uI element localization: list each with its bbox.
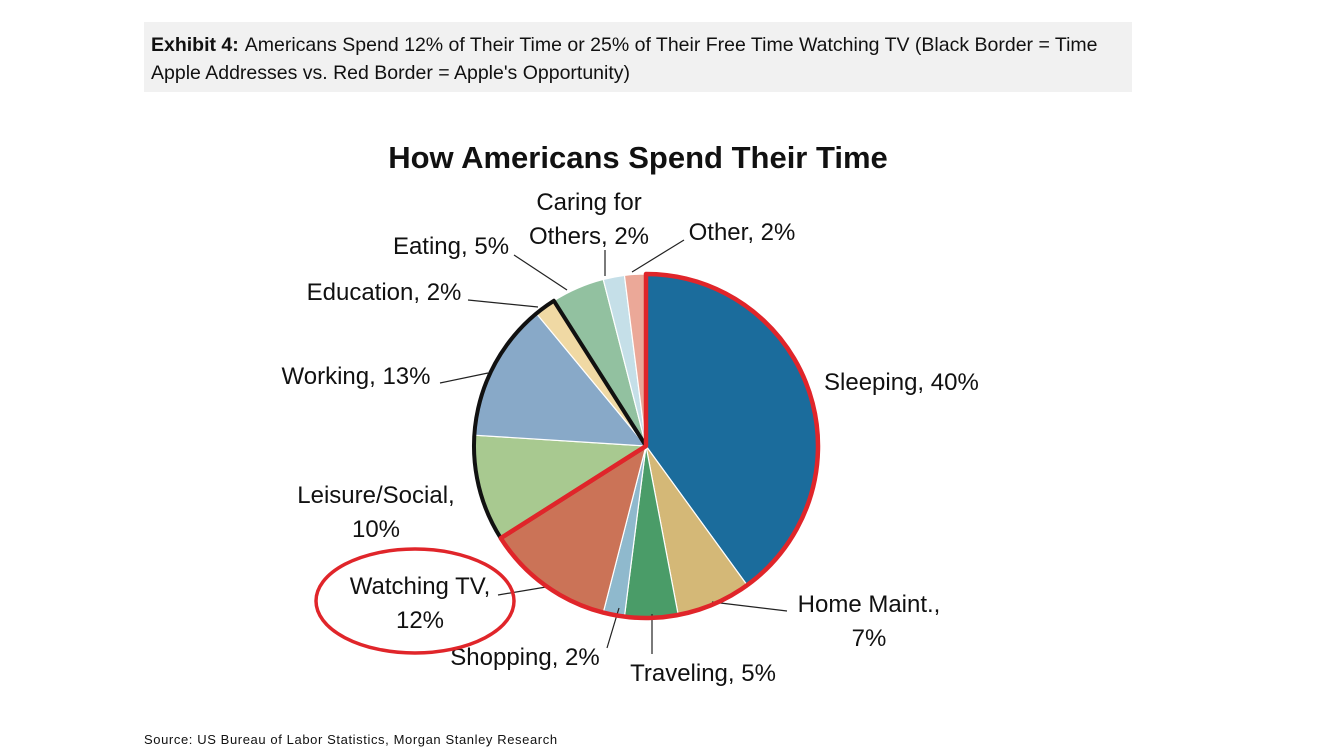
label-line: Shopping, 2% — [450, 644, 599, 671]
label-line: 12% — [396, 607, 444, 634]
leader-line-eating — [513, 254, 568, 291]
slice-labels: Sleeping, 40% Home Maint., 7% Traveling, 5%… — [282, 189, 979, 687]
label-line: Eating, 5% — [393, 233, 509, 260]
label-line: Caring for — [536, 189, 641, 216]
highlight-ellipse — [314, 547, 516, 655]
label-line: Traveling, 5% — [630, 660, 776, 687]
label-leader-lines — [439, 239, 788, 654]
label-shopping: Shopping, 2% — [450, 644, 599, 671]
label-eating: Eating, 5% — [393, 233, 509, 260]
label-watching-tv: Watching TV, 12% — [350, 573, 491, 634]
label-sleeping: Sleeping, 40% — [824, 369, 979, 396]
exhibit-caption-text: Americans Spend 12% of Their Time or 25%… — [151, 34, 1098, 84]
label-leisure-social: Leisure/Social, 10% — [297, 482, 454, 543]
exhibit-label: Exhibit 4: — [151, 34, 239, 56]
label-line: Leisure/Social, — [297, 482, 454, 509]
label-line: Working, 13% — [282, 363, 431, 390]
label-line: Education, 2% — [307, 279, 462, 306]
leader-line-working — [439, 372, 489, 384]
label-line: 7% — [852, 625, 887, 652]
leader-line-education — [467, 299, 539, 308]
chart-title: How Americans Spend Their Time — [388, 140, 888, 175]
label-other: Other, 2% — [689, 219, 796, 246]
red-border-outline — [498, 271, 821, 621]
label-line: Home Maint., — [798, 591, 941, 618]
label-traveling: Traveling, 5% — [630, 660, 776, 687]
leader-line-watching-tv — [497, 586, 547, 596]
label-education: Education, 2% — [307, 279, 462, 306]
source-note: Source: US Bureau of Labor Statistics, M… — [144, 732, 558, 747]
group-borders — [472, 271, 821, 621]
label-working: Working, 13% — [282, 363, 431, 390]
label-home-maint: Home Maint., 7% — [798, 591, 941, 652]
label-line: Watching TV, — [350, 573, 491, 600]
exhibit-caption: Exhibit 4: Americans Spend 12% of Their T… — [144, 22, 1132, 92]
label-line: 10% — [352, 516, 400, 543]
black-border-outline — [472, 298, 648, 541]
label-line: Others, 2% — [529, 223, 649, 250]
leader-line-other — [631, 239, 685, 273]
label-caring-for-others: Caring for Others, 2% — [529, 189, 649, 250]
label-line: Sleeping, 40% — [824, 369, 979, 396]
label-line: Other, 2% — [689, 219, 796, 246]
leader-line-home-maint — [711, 601, 788, 612]
